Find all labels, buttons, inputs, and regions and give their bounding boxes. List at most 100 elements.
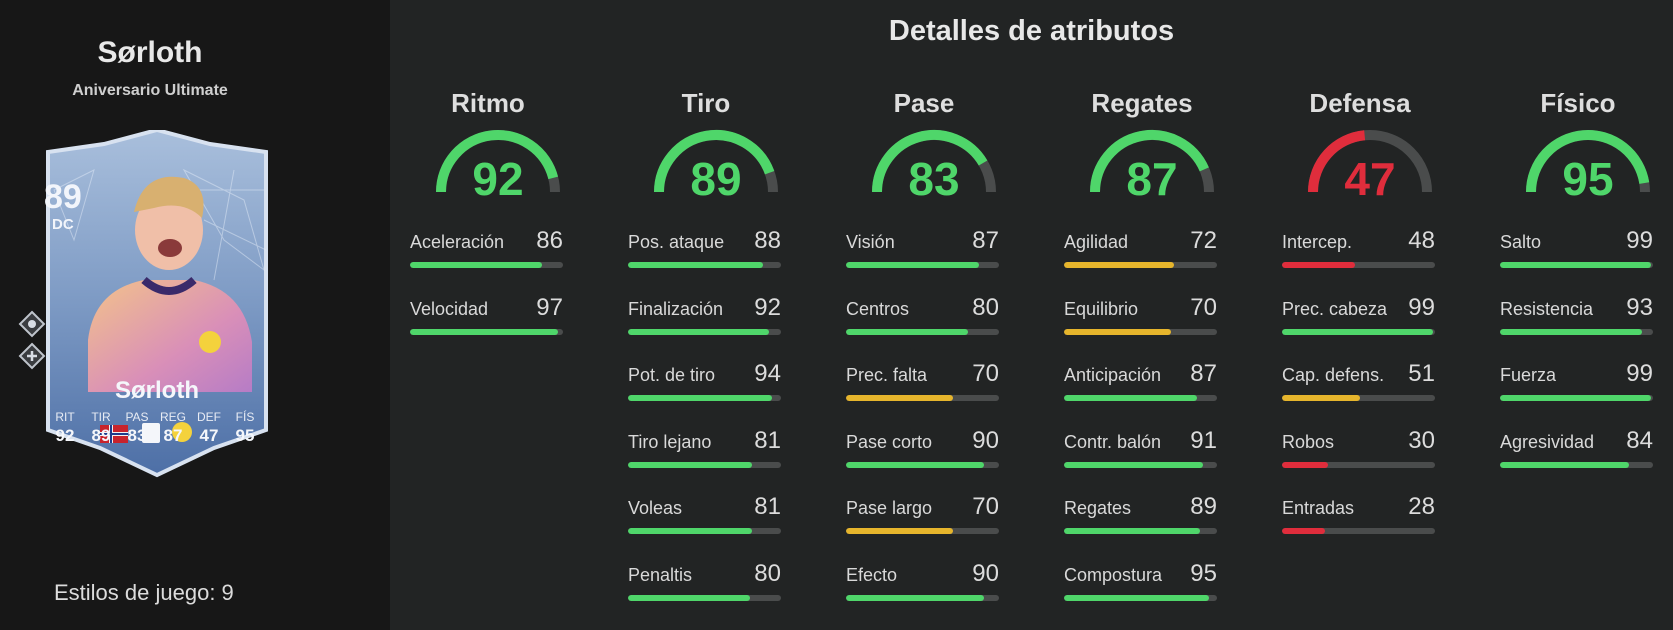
attribute-bar-fill	[1064, 395, 1198, 401]
attribute-name: Velocidad	[410, 298, 489, 319]
attribute-bar	[1282, 395, 1435, 401]
attribute-name: Cap. defens.	[1282, 365, 1385, 385]
category-title: Defensa	[1309, 88, 1411, 118]
attribute-name: Equilibrio	[1064, 298, 1139, 319]
card-stat-value: 87	[163, 426, 183, 445]
attribute-name: Prec. cabeza	[1282, 298, 1388, 319]
attribute-bar-fill	[1064, 328, 1172, 335]
attribute-bar-fill	[1500, 262, 1652, 268]
card-stat-value: 83	[127, 426, 147, 445]
attribute-bar	[1500, 395, 1653, 401]
attribute-bar	[1064, 594, 1217, 601]
attribute-bar	[1064, 328, 1217, 335]
attribute-bar	[1282, 328, 1435, 335]
attribute-bar	[410, 328, 563, 335]
attribute-name: Robos	[1282, 431, 1335, 452]
attribute-bar-fill	[846, 262, 980, 268]
attribute-name: Salto	[1500, 232, 1542, 252]
attribute-bar-fill	[1282, 262, 1356, 268]
attribute-name: Agilidad	[1064, 232, 1129, 252]
attribute-value: 95	[1190, 559, 1217, 587]
player-edition: Aniversario Ultimate	[72, 82, 228, 99]
player-card[interactable]	[34, 130, 280, 495]
attribute-bar-fill	[628, 328, 769, 335]
attribute-bar-fill	[628, 528, 752, 534]
attribute-bar-fill	[1282, 328, 1434, 335]
card-stat: TIR 89	[86, 410, 116, 446]
attribute-bar	[628, 262, 781, 268]
attribute-value: 70	[972, 493, 999, 520]
card-stat: DEF 47	[194, 410, 224, 446]
attribute-bar	[628, 594, 781, 601]
attribute-name: Aceleración	[410, 232, 505, 252]
gauge-fill	[436, 130, 559, 193]
card-stat-label: RIT	[55, 410, 75, 424]
attribute-name: Contr. balón	[1064, 431, 1162, 452]
attribute-name: Penaltis	[628, 564, 693, 585]
attribute-value: 89	[1190, 493, 1217, 520]
attribute-bar-fill	[1064, 461, 1204, 468]
attribute-bar-fill	[410, 328, 559, 335]
attribute-value: 93	[1626, 293, 1653, 321]
card-rating: 89	[44, 178, 82, 216]
card-stat: RIT 92	[50, 410, 80, 446]
category-gauge	[1526, 130, 1650, 193]
card-stat: REG 87	[158, 410, 188, 446]
attribute-bar-fill	[846, 528, 954, 534]
attribute-bar	[410, 262, 563, 268]
attribute-name: Compostura	[1064, 564, 1163, 585]
playstyle-icon[interactable]	[18, 310, 46, 338]
attribute-bar	[1064, 528, 1217, 534]
attribute-bar-fill	[1500, 395, 1652, 401]
attribute-bar-fill	[1064, 594, 1210, 601]
attribute-bar-fill	[846, 461, 984, 468]
attribute-value: 87	[972, 227, 999, 254]
attribute-name: Finalización	[628, 298, 724, 319]
attribute-value: 99	[1408, 293, 1435, 321]
attribute-value: 28	[1408, 493, 1435, 520]
attribute-value: 70	[972, 360, 999, 387]
category-title: Tiro	[681, 88, 731, 118]
attribute-name: Voleas	[628, 498, 683, 518]
attribute-name: Fuerza	[1500, 365, 1557, 385]
category-gauge	[436, 130, 560, 193]
attribute-value: 86	[536, 227, 563, 254]
category-value: 95	[1562, 153, 1614, 205]
attribute-name: Agresividad	[1500, 431, 1595, 452]
card-stat-label: PAS	[125, 410, 149, 424]
attribute-name: Efecto	[846, 564, 898, 585]
attribute-bar-fill	[1064, 528, 1201, 534]
gauge-fill	[1308, 130, 1366, 193]
attribute-name: Intercep.	[1282, 232, 1353, 252]
attribute-value: 90	[972, 559, 999, 587]
category-title: Físico	[1540, 88, 1616, 118]
category-value: 89	[690, 153, 742, 205]
attribute-value: 30	[1408, 426, 1435, 454]
attribute-value: 48	[1408, 227, 1435, 254]
attribute-value: 94	[754, 360, 781, 387]
attribute-value: 99	[1626, 227, 1653, 254]
card-stat-value: 92	[55, 426, 75, 445]
card-stat-value: 47	[199, 426, 219, 445]
attribute-bar	[628, 528, 781, 534]
card-stat-label: TIR	[91, 410, 111, 424]
attribute-bar-fill	[628, 395, 772, 401]
attribute-bar	[1500, 328, 1653, 335]
attribute-bar-fill	[846, 594, 984, 601]
attribute-name: Centros	[846, 298, 910, 319]
attribute-value: 87	[1190, 360, 1217, 387]
attribute-name: Regates	[1064, 498, 1132, 518]
gauge-fill	[872, 130, 988, 193]
attribute-bar	[1064, 262, 1217, 268]
attribute-bar-fill	[628, 262, 763, 268]
attribute-bar-fill	[1064, 262, 1175, 268]
attribute-bar	[1282, 528, 1435, 534]
category-gauge	[872, 130, 996, 193]
attribute-bar-fill	[846, 395, 954, 401]
playstyle-plus-icon[interactable]	[18, 342, 46, 370]
attribute-name: Pot. de tiro	[628, 365, 716, 385]
card-stat-label: REG	[159, 410, 186, 424]
attribute-bar-fill	[628, 594, 751, 601]
attribute-bar	[1282, 262, 1435, 268]
gauge-fill	[654, 130, 775, 193]
